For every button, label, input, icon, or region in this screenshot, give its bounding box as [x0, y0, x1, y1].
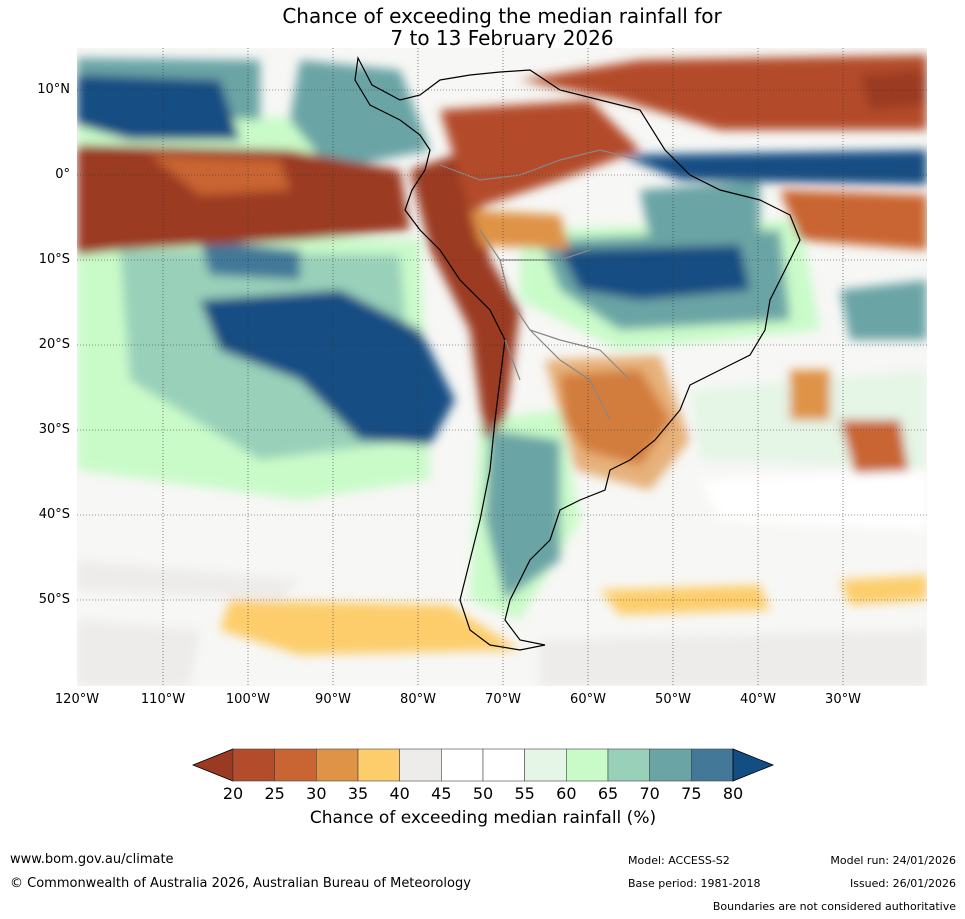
probability-field — [77, 55, 927, 686]
colorbar-box — [274, 748, 317, 782]
colorbar-arrow-low — [191, 748, 234, 782]
footer-model-run: Model run: 24/01/2026 — [830, 854, 956, 867]
footer-issued: Issued: 26/01/2026 — [849, 877, 956, 890]
colorbar-tick: 40 — [389, 784, 410, 803]
colorbar-label: Chance of exceeding median rainfall (%) — [309, 808, 657, 828]
colorbar-box — [399, 748, 442, 782]
coastline — [354, 56, 801, 651]
footer-model: Model: ACCESS-S2 — [628, 854, 730, 867]
colorbar-box — [441, 748, 484, 782]
lon-label-90w: 90°W — [315, 692, 351, 707]
colorbar-tick: 30 — [306, 784, 327, 803]
colorbar-tick: 80 — [722, 784, 744, 803]
colorbar-box — [566, 748, 609, 782]
lat-label-20s: 20°S — [38, 337, 70, 352]
lon-label-50w: 50°W — [655, 692, 691, 707]
colorbar-tick: 25 — [264, 784, 285, 803]
colorbar-tick: 35 — [347, 784, 369, 803]
colorbar-tick: 75 — [681, 784, 702, 803]
footer-base-period: Base period: 1981-2018 — [628, 877, 761, 890]
colorbar-tick: 50 — [472, 784, 494, 803]
lon-label-80w: 80°W — [400, 692, 436, 707]
footer-disclaimer: Boundaries are not considered authoritat… — [712, 900, 956, 913]
lat-label-10s: 10°S — [38, 252, 70, 267]
lat-label-50s: 50°S — [38, 592, 70, 607]
colorbar-box — [316, 748, 359, 782]
colorbar-box — [607, 748, 650, 782]
map-title-line1: Chance of exceeding the median rainfall … — [282, 4, 722, 28]
colorbar-box — [691, 748, 734, 782]
colorbar-tick: 60 — [556, 784, 577, 803]
lat-label-10n: 10°N — [37, 82, 70, 97]
lat-label-0: 0° — [55, 167, 70, 182]
lat-label-30s: 30°S — [38, 422, 70, 437]
lon-label-60w: 60°W — [570, 692, 606, 707]
lon-label-110w: 110°W — [140, 692, 186, 707]
footer-copyright: © Commonwealth of Australia 2026, Austra… — [10, 876, 471, 891]
colorbar-box — [524, 748, 567, 782]
lon-label-120w: 120°W — [54, 692, 100, 707]
lon-label-100w: 100°W — [225, 692, 271, 707]
lon-label-40w: 40°W — [740, 692, 776, 707]
colorbar-tick: 65 — [597, 784, 619, 803]
colorbar-tick: 20 — [222, 784, 244, 803]
lon-label-70w: 70°W — [485, 692, 521, 707]
colorbar-box — [482, 748, 525, 782]
colorbar-box — [357, 748, 400, 782]
colorbar-tick: 55 — [514, 784, 535, 803]
lat-label-40s: 40°S — [38, 507, 70, 522]
colorbar-tick: 70 — [639, 784, 660, 803]
colorbar-box — [232, 748, 275, 782]
colorbar-box — [649, 748, 692, 782]
map-title-line2: 7 to 13 February 2026 — [390, 26, 614, 50]
lon-label-30w: 30°W — [825, 692, 861, 707]
colorbar-tick: 45 — [431, 784, 452, 803]
graticule — [77, 48, 927, 686]
footer-url[interactable]: www.bom.gov.au/climate — [10, 852, 174, 867]
colorbar-arrow-high — [732, 748, 775, 782]
